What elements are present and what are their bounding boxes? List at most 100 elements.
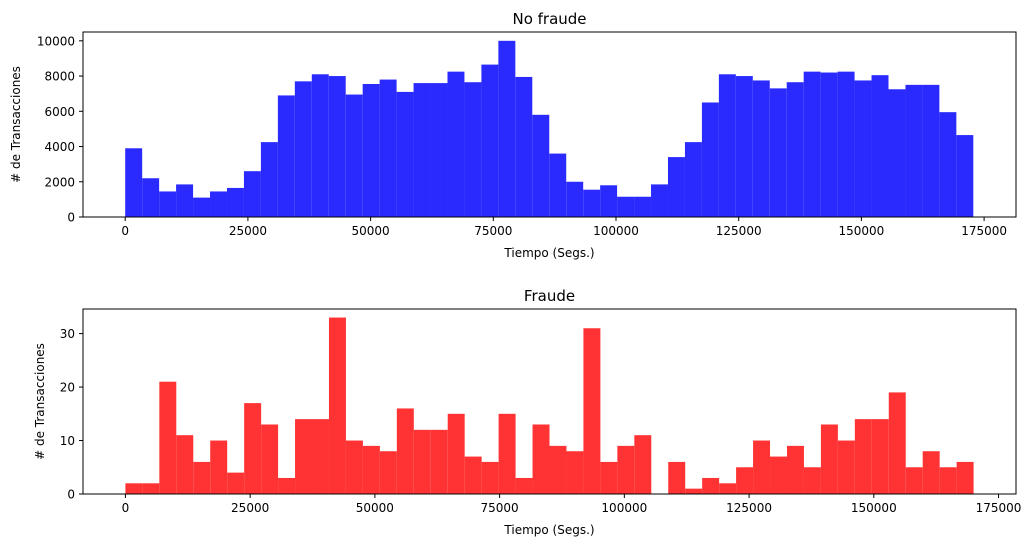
histogram-bar xyxy=(481,461,499,494)
histogram-bar xyxy=(803,467,821,494)
histogram-bar xyxy=(905,467,923,494)
histogram-bar xyxy=(634,435,652,494)
histogram-bar xyxy=(820,424,838,494)
histogram-bar xyxy=(362,83,380,217)
histogram-bar xyxy=(125,483,143,494)
histogram-bar xyxy=(328,76,346,217)
histogram-bar xyxy=(939,112,957,217)
x-tick-label: 125000 xyxy=(726,501,772,515)
histogram-bar xyxy=(922,451,940,494)
y-tick-label: 2000 xyxy=(44,175,75,189)
histogram-bar xyxy=(922,84,940,217)
histogram-bar xyxy=(277,95,295,217)
histogram-bar xyxy=(278,477,296,494)
histogram-bar xyxy=(617,196,635,217)
histogram-bar xyxy=(413,429,431,494)
histogram-bar xyxy=(295,419,313,494)
x-tick-label: 0 xyxy=(122,501,130,515)
y-tick-label: 6000 xyxy=(44,105,75,119)
histogram-bar xyxy=(786,445,804,494)
y-axis-label: # de Transacciones xyxy=(33,343,47,460)
histogram-bar xyxy=(786,82,804,217)
histogram-bar xyxy=(888,89,906,217)
histogram-bar xyxy=(549,445,567,494)
x-tick-label: 25000 xyxy=(231,501,269,515)
subplot-no-fraude: 0 25000 50000 75000 100000 125000 150000 175000… xyxy=(9,10,1017,260)
histogram-bar xyxy=(532,424,550,494)
histogram-bar xyxy=(803,71,821,218)
histogram-bar xyxy=(956,461,974,494)
histogram-bar xyxy=(294,81,312,217)
histogram-bar xyxy=(549,153,567,217)
x-axis-label: Tiempo (Segs.) xyxy=(503,523,594,537)
histogram-bar xyxy=(396,91,414,217)
bars-fraude xyxy=(125,317,974,494)
histogram-bar xyxy=(481,64,499,217)
x-tick-label: 100000 xyxy=(593,224,639,238)
histogram-bar xyxy=(702,477,720,494)
histogram-bar xyxy=(769,88,787,217)
histogram-bar xyxy=(871,419,889,494)
histogram-bar xyxy=(260,142,278,217)
histogram-bar xyxy=(226,187,244,217)
y-tick-label: 0 xyxy=(67,211,75,225)
histogram-bar xyxy=(837,71,855,218)
histogram-bar xyxy=(498,413,516,494)
histogram-bar xyxy=(735,76,753,217)
histogram-bar xyxy=(854,419,872,494)
histogram-bar xyxy=(244,403,262,494)
histogram-bar xyxy=(379,451,397,494)
histogram-bar xyxy=(566,451,584,494)
histogram-bar xyxy=(634,196,652,217)
histogram-bar xyxy=(854,80,872,217)
histogram-bar xyxy=(753,440,771,494)
histogram-bar xyxy=(464,82,482,217)
histogram-bar xyxy=(447,71,465,218)
y-tick-label: 0 xyxy=(67,488,75,502)
x-tick-label: 75000 xyxy=(474,224,512,238)
y-ticks: 0 10 20 30 xyxy=(60,327,83,502)
x-tick-label: 150000 xyxy=(851,501,897,515)
histogram-bar xyxy=(176,184,194,217)
histogram-bar xyxy=(396,408,414,494)
histogram-bar xyxy=(515,477,533,494)
x-tick-label: 175000 xyxy=(976,501,1022,515)
x-tick-label: 50000 xyxy=(352,224,390,238)
histogram-bar xyxy=(430,429,448,494)
histogram-bar xyxy=(464,456,482,494)
x-ticks: 0 25000 50000 75000 100000 125000 150000 175000 xyxy=(122,494,1022,515)
histogram-bar xyxy=(447,413,465,494)
histogram-bar xyxy=(770,456,787,494)
histogram-bar xyxy=(430,83,448,217)
x-axis-label: Tiempo (Segs.) xyxy=(503,246,594,260)
chart-title: Fraude xyxy=(524,287,575,305)
y-tick-label: 10000 xyxy=(37,34,75,48)
histogram-bar xyxy=(142,178,160,217)
x-ticks: 0 25000 50000 75000 100000 125000 150000 175000 xyxy=(121,217,1007,238)
histogram-bar xyxy=(668,461,686,494)
histogram-bar xyxy=(719,483,737,494)
histogram-bar xyxy=(651,184,668,217)
histogram-bar xyxy=(888,392,906,494)
y-tick-label: 10 xyxy=(60,434,75,448)
x-tick-label: 150000 xyxy=(838,224,884,238)
histogram-bar xyxy=(583,189,601,217)
histogram-bar xyxy=(227,472,245,494)
histogram-bar xyxy=(583,328,601,494)
y-tick-label: 8000 xyxy=(44,70,75,84)
histogram-bar xyxy=(261,424,279,494)
histogram-bar xyxy=(617,445,635,494)
histogram-bar xyxy=(667,157,685,217)
histogram-bar xyxy=(736,467,754,494)
histogram-bar xyxy=(600,461,618,494)
histogram-bar xyxy=(871,75,889,218)
histogram-bar xyxy=(243,171,261,217)
x-tick-label: 25000 xyxy=(229,224,267,238)
histogram-bar xyxy=(311,74,329,218)
x-tick-label: 100000 xyxy=(601,501,647,515)
histogram-bar xyxy=(159,191,177,217)
x-tick-label: 75000 xyxy=(481,501,519,515)
histogram-bar xyxy=(125,148,143,217)
histogram-bar xyxy=(515,76,533,217)
x-tick-label: 175000 xyxy=(961,224,1007,238)
